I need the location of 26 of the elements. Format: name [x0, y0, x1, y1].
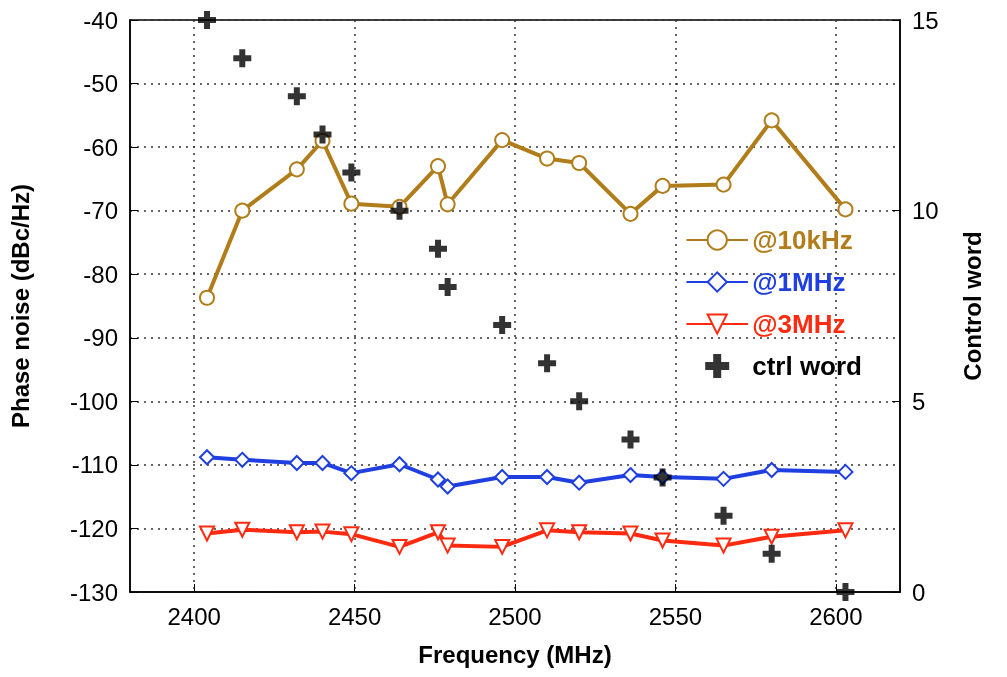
y-tick-label: -120 [69, 514, 118, 542]
y-tick-label: -130 [69, 578, 118, 606]
legend-label: ctrl word [752, 351, 863, 381]
y-tick-label: -70 [83, 197, 118, 225]
x-axis-title: Frequency (MHz) [418, 640, 612, 668]
y2-tick-label: 0 [912, 578, 926, 606]
x-tick-label: 2400 [167, 602, 221, 630]
legend-label: @3MHz [752, 309, 846, 339]
y-tick-label: -50 [83, 70, 118, 98]
legend-label: @10kHz [752, 225, 853, 255]
y-tick-label: -90 [83, 324, 118, 352]
y-tick-label: -40 [83, 6, 118, 34]
legend-label: @1MHz [752, 267, 846, 297]
x-tick-label: 2500 [488, 602, 542, 630]
y2-tick-label: 5 [912, 387, 926, 415]
y2-tick-label: 15 [912, 6, 939, 34]
y2-tick-label: 10 [912, 197, 939, 225]
y-tick-label: -60 [83, 133, 118, 161]
y-tick-label: -100 [69, 387, 118, 415]
x-tick-label: 2600 [809, 602, 863, 630]
y-tick-label: -110 [71, 451, 118, 479]
y-tick-label: -80 [83, 260, 118, 288]
x-tick-label: 2450 [327, 602, 382, 630]
x-tick-label: 2550 [648, 602, 703, 630]
y-axis-title: Phase noise (dBc/Hz) [6, 183, 34, 429]
y2-axis-title: Control word [958, 231, 986, 381]
